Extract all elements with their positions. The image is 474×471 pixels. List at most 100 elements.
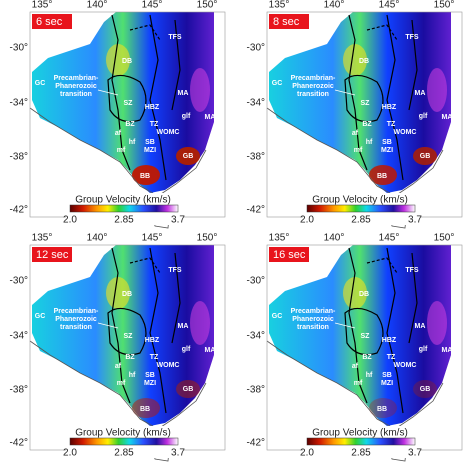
map-panel: 6 sec 135° 140° 145° 150° -30° -34° -38° -42° CP G… xyxy=(10,0,226,229)
anomaly xyxy=(427,301,447,345)
fault-line xyxy=(344,247,418,414)
region-label: SZ xyxy=(124,333,134,340)
lon-tick-label: 145° xyxy=(142,233,163,244)
region-label: GC xyxy=(35,80,46,87)
region-label: HBZ xyxy=(382,337,397,344)
region-label: af xyxy=(115,130,122,137)
region-label: CP xyxy=(37,44,47,51)
period-label: 12 sec xyxy=(36,249,69,261)
pointer xyxy=(97,89,119,96)
region-label: MA xyxy=(205,347,216,354)
lat-tick-label: -30° xyxy=(247,43,265,54)
region-label: GC xyxy=(35,313,46,320)
period-box xyxy=(269,247,309,262)
region-label: BB xyxy=(377,406,387,413)
colorbar-tick-label: 2.0 xyxy=(63,448,77,459)
region-label: TFS xyxy=(168,34,182,41)
transition-label: transition xyxy=(297,91,329,98)
region-label: BB xyxy=(140,173,150,180)
region-label: CP xyxy=(37,277,47,284)
lon-tick-label: 135° xyxy=(269,0,290,11)
region-label: glf xyxy=(182,346,191,353)
fault-line xyxy=(129,24,161,41)
region-label: MA xyxy=(442,114,453,121)
region-label: MZI xyxy=(144,380,156,387)
transition-label: transition xyxy=(60,91,92,98)
velocity-map xyxy=(269,245,451,426)
region-label: WOMC xyxy=(394,362,417,369)
lat-tick-label: -38° xyxy=(10,385,28,396)
region-label: SZ xyxy=(361,100,371,107)
colorbar-title: Group Velocity (km/s) xyxy=(312,428,408,439)
anomaly xyxy=(106,277,130,309)
region-label: WOMC xyxy=(394,129,417,136)
lon-tick-label: 145° xyxy=(379,233,400,244)
region-label: DB xyxy=(359,291,369,298)
transition-label: transition xyxy=(297,324,329,331)
anomaly xyxy=(413,380,437,398)
fault-line xyxy=(107,247,181,414)
colorbar xyxy=(306,437,416,446)
velocity-map xyxy=(32,245,214,426)
lon-tick-label: 150° xyxy=(434,233,455,244)
region-label: GC xyxy=(272,80,283,87)
region-label: MA xyxy=(178,90,189,97)
region-label: glf xyxy=(419,113,428,120)
region-label: TZ xyxy=(150,354,159,361)
transition-label: Phanerozoic xyxy=(292,83,334,90)
lon-tick-label: 140° xyxy=(324,0,345,11)
region-label: SB xyxy=(382,139,392,146)
anomaly xyxy=(427,68,447,112)
region-label: BB xyxy=(377,173,387,180)
region-label: mf xyxy=(117,147,126,154)
region-label: mf xyxy=(354,380,363,387)
region-label: HBZ xyxy=(145,337,160,344)
region-label: DB xyxy=(122,291,132,298)
region-label: TZ xyxy=(387,354,396,361)
lat-tick-label: -30° xyxy=(247,276,265,287)
map-panel: 8 sec 135° 140° 145° 150° -30° -34° -38° -42° CP G… xyxy=(247,0,463,229)
region-label: BZ xyxy=(125,354,135,361)
fault-line xyxy=(344,14,418,181)
lon-tick-label: 135° xyxy=(32,233,53,244)
lat-tick-label: -34° xyxy=(247,98,265,109)
lon-tick-label: 135° xyxy=(32,0,53,11)
region-label: GC xyxy=(272,313,283,320)
anomaly xyxy=(413,147,437,165)
region-label: af xyxy=(352,363,359,370)
lon-tick-label: 150° xyxy=(197,233,218,244)
region-label: af xyxy=(115,363,122,370)
period-box xyxy=(269,14,309,29)
transition-label: Phanerozoic xyxy=(55,316,97,323)
anomaly xyxy=(132,398,160,418)
colorbar-tick-label: 2.85 xyxy=(114,215,134,226)
region-label: GB xyxy=(420,153,431,160)
velocity-map xyxy=(269,12,451,193)
region-label: GB xyxy=(183,153,194,160)
lat-tick-label: -42° xyxy=(10,205,28,216)
region-label: GB xyxy=(420,386,431,393)
colorbar-tick-label: 2.0 xyxy=(63,215,77,226)
map-panel: 16 sec 135° 140° 145° 150° -30° -34° -38° -42° CP… xyxy=(247,233,463,462)
region-label: SZ xyxy=(124,100,134,107)
transition-label: Precambrian- xyxy=(54,75,99,82)
colorbar-tick-label: 2.85 xyxy=(114,448,134,459)
colorbar xyxy=(306,204,416,213)
lon-tick-label: 150° xyxy=(434,0,455,11)
lat-tick-label: -42° xyxy=(247,438,265,449)
region-label: CP xyxy=(274,44,284,51)
colorbar-tick-label: 3.7 xyxy=(408,448,422,459)
anomaly xyxy=(190,68,210,112)
region-label: MZI xyxy=(144,147,156,154)
lon-tick-label: 145° xyxy=(379,0,400,11)
colorbar-tick-label: 3.7 xyxy=(171,215,185,226)
region-label: HBZ xyxy=(382,104,397,111)
region-label: BZ xyxy=(362,121,372,128)
region-label: mf xyxy=(117,380,126,387)
region-label: BZ xyxy=(362,354,372,361)
lat-tick-label: -38° xyxy=(10,152,28,163)
region-label: TFS xyxy=(405,267,419,274)
region-label: glf xyxy=(419,346,428,353)
region-label: MA xyxy=(178,323,189,330)
region-label: MA xyxy=(442,347,453,354)
